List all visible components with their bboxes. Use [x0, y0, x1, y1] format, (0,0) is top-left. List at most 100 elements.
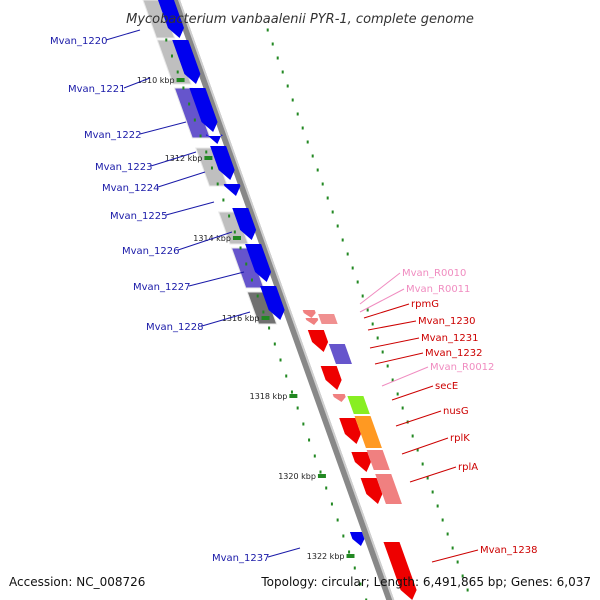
- gene-leader-line: [367, 320, 417, 331]
- inner-ring-dot: [313, 454, 316, 458]
- gene-leader-line: [123, 77, 151, 89]
- gene-arrow-blue: [189, 88, 218, 132]
- cds-feature-block: [173, 87, 211, 139]
- scale-tick-label: 1322 kbp: [307, 552, 345, 561]
- inner-ring-dot: [308, 438, 311, 442]
- outer-ring-dot: [396, 392, 399, 396]
- outer-ring-dot: [361, 294, 364, 298]
- outer-ring-dot: [436, 504, 439, 508]
- gene-label-mvan_1231: Mvan_1231: [421, 333, 478, 344]
- scale-tick-label: 1320 kbp: [278, 472, 316, 481]
- cds-feature-block: [328, 344, 352, 364]
- outer-ring-dot: [401, 406, 404, 410]
- cds-feature-block: [347, 396, 370, 414]
- outer-ring-dot: [391, 378, 394, 382]
- accession-text: Accession: NC_008726: [9, 575, 145, 589]
- outer-ring-dot: [306, 140, 309, 144]
- inner-ring-dot: [273, 342, 276, 346]
- gene-arrow-red: [383, 542, 417, 600]
- inner-ring-dot: [262, 310, 265, 314]
- inner-ring-dot: [245, 262, 248, 266]
- inner-ring-dot: [170, 54, 173, 58]
- inner-ring-dot: [365, 598, 368, 600]
- rna-gene-pink: [305, 318, 319, 325]
- outer-ring-dot: [446, 532, 449, 536]
- gene-leader-line: [369, 337, 420, 349]
- inner-ring-dot: [239, 246, 242, 250]
- gene-label-rpla: rplA: [458, 462, 478, 473]
- inner-ring-dot: [205, 150, 208, 154]
- outer-ring-dot: [461, 574, 464, 578]
- outer-ring-dot: [426, 476, 429, 480]
- gene-leader-line: [188, 271, 245, 287]
- gene-leader-line: [359, 272, 401, 305]
- outer-ring-dot: [421, 462, 424, 466]
- gene-arrow-red: [307, 330, 329, 352]
- inner-ring-dot: [193, 118, 196, 122]
- scale-tick-mark: [289, 394, 298, 398]
- genome-title: Mycobacterium vanbaalenii PYR-1, complet…: [126, 12, 474, 27]
- outer-ring-dot: [351, 266, 354, 270]
- scale-tick-mark: [232, 236, 241, 240]
- gene-label-mvan_1237: Mvan_1237: [212, 553, 269, 564]
- scale-tick-mark: [204, 156, 213, 160]
- gene-leader-line: [157, 171, 206, 188]
- outer-ring-dot: [276, 56, 279, 60]
- gene-label-mvan_r0011: Mvan_R0011: [406, 284, 470, 295]
- cds-feature-block: [366, 450, 390, 470]
- outer-ring-dot: [381, 350, 384, 354]
- gene-leader-line: [401, 437, 449, 455]
- inner-ring-dot: [176, 70, 179, 74]
- gene-label-mvan_1221: Mvan_1221: [68, 84, 125, 95]
- gene-arrow-red: [320, 366, 342, 390]
- gene-arrow-blue: [245, 244, 272, 282]
- gene-label-mvan_1230: Mvan_1230: [418, 316, 475, 327]
- gene-arrow-blue: [210, 146, 235, 180]
- cds-feature-block: [318, 314, 338, 324]
- genome-summary-text: Topology: circular; Length: 6,491,865 bp…: [260, 575, 591, 589]
- outer-ring-dot: [281, 70, 284, 74]
- gene-arrow-blue: [172, 40, 201, 84]
- outer-ring-dot: [431, 490, 434, 494]
- scale-tick-label: 1312 kbp: [165, 154, 203, 163]
- inner-ring-dot: [348, 550, 351, 554]
- cds-feature-block: [354, 416, 382, 448]
- inner-ring-dot: [216, 182, 219, 186]
- inner-ring-dot: [279, 358, 282, 362]
- gene-arrow-red: [360, 478, 383, 504]
- cds-feature-block: [142, 0, 176, 39]
- inner-ring-dot: [268, 326, 271, 330]
- outer-ring-dot: [331, 210, 334, 214]
- gene-arrow-blue: [232, 208, 257, 240]
- inner-ring-dot: [182, 86, 185, 90]
- rna-gene-pink: [302, 310, 316, 318]
- outer-ring-dot: [451, 546, 454, 550]
- gene-label-mvan_1222: Mvan_1222: [84, 130, 141, 141]
- gene-label-mvan_1220: Mvan_1220: [50, 36, 107, 47]
- scale-tick-mark: [346, 554, 355, 558]
- outer-ring-dot: [321, 182, 324, 186]
- inner-ring-dot: [228, 214, 231, 218]
- gene-arrow-blue: [158, 0, 184, 38]
- inner-ring-dot: [222, 198, 225, 202]
- inner-ring-dot: [250, 278, 253, 282]
- gene-arrow-blue: [205, 134, 223, 144]
- outer-ring-dot: [416, 448, 419, 452]
- inner-ring-dot: [199, 134, 202, 138]
- gene-label-sece: secE: [435, 381, 458, 392]
- scale-tick-mark: [317, 474, 326, 478]
- gene-label-rplk: rplK: [450, 433, 470, 444]
- outer-ring-dot: [296, 112, 299, 116]
- gene-leader-line: [177, 231, 233, 251]
- gene-label-mvan_r0012: Mvan_R0012: [430, 362, 494, 373]
- inner-ring-dot: [165, 38, 168, 42]
- outer-ring-dot: [341, 238, 344, 242]
- gene-label-rpmg: rpmG: [411, 299, 439, 310]
- gene-leader-line: [381, 366, 429, 387]
- outer-ring-dot: [456, 560, 459, 564]
- inner-ring-dot: [210, 166, 213, 170]
- outer-ring-dot: [336, 224, 339, 228]
- gene-leader-line: [165, 201, 215, 216]
- outer-ring-dot: [371, 322, 374, 326]
